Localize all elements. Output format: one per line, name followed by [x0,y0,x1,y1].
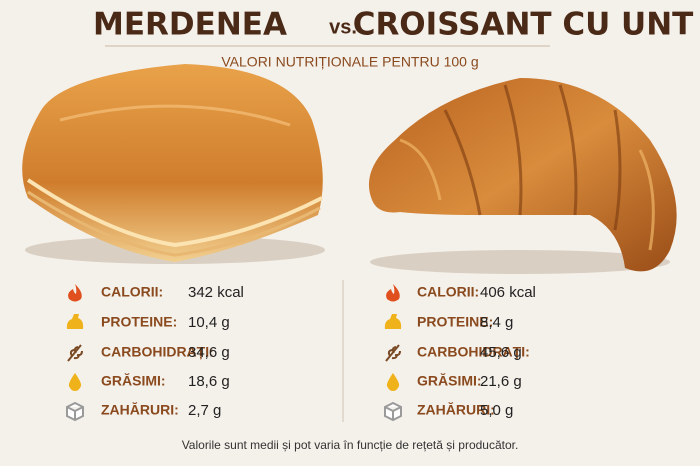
nutrient-label: ZAHĂRURI: [417,402,495,418]
nutrient-label: CALORII: [101,284,163,300]
nutrient-label: PROTEINE: [101,314,177,330]
nutrient-label: PROTEINE: [417,314,493,330]
icon [66,401,84,422]
nutrient-value: 45,6 g [480,344,522,361]
icon [385,344,401,362]
nutrient-value: 34,6 g [188,344,230,361]
icon [68,373,82,391]
icon [67,344,83,362]
icon [386,284,400,302]
nutrient-value: 342 kcal [188,284,244,301]
nutrient-value: 18,6 g [188,373,230,390]
merdenea-image [22,64,325,264]
icon [66,314,84,329]
nutrient-value: 406 kcal [480,284,536,301]
icon [386,373,400,391]
nutrient-label: CARBOHIDRAȚI: [417,344,530,360]
nutrient-value: 21,6 g [480,373,522,390]
icon [384,401,402,422]
icon [68,284,82,302]
nutrient-value: 8,4 g [480,314,513,331]
nutrient-label: GRĂSIMI: [101,373,166,389]
right-title: CROISSANT CU UNT [353,7,694,43]
subtitle: VALORI NUTRIȚIONALE PENTRU 100 g [221,54,478,70]
nutrient-label: GRĂSIMI: [417,373,482,389]
nutrient-value: 5,0 g [480,402,513,419]
nutrient-label: CALORII: [417,284,479,300]
nutrient-label: CARBOHIDRAȚI: [101,344,214,360]
nutrient-value: 10,4 g [188,314,230,331]
icon [384,314,402,329]
nutrient-value: 2,7 g [188,402,221,419]
footnote: Valorile sunt medii și pot varia în func… [182,438,519,452]
vs: vs. [329,16,357,38]
croissant-image [368,78,677,274]
left-title: MERDENEA [93,7,287,43]
nutrient-label: ZAHĂRURI: [101,402,179,418]
